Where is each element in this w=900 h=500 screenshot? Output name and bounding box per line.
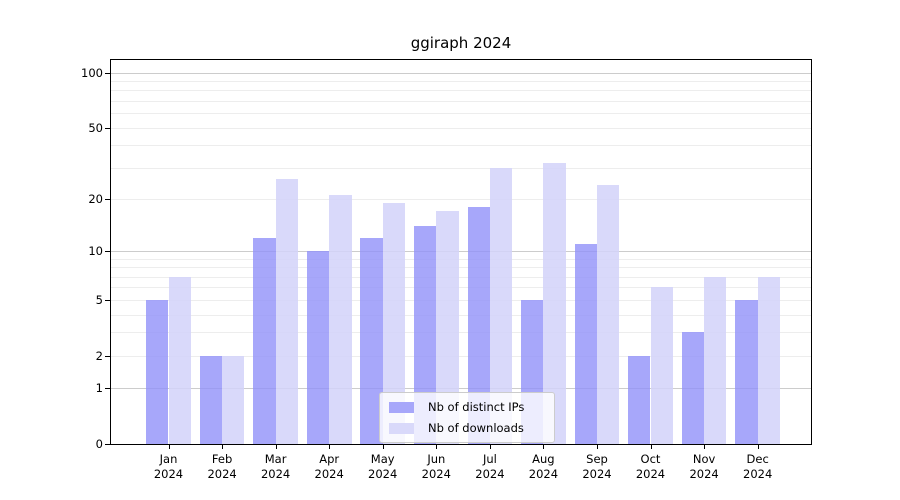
bar-distinct-ips [146,299,169,444]
gridline-major [111,72,811,74]
y-tick-mark [105,388,110,390]
x-tick-mark [597,444,598,449]
x-tick-label: Feb 2024 [207,452,237,481]
x-tick-mark [222,444,224,449]
bar-downloads [757,276,781,444]
y-tick-label: 1 [95,381,103,396]
y-tick-label: 20 [88,192,103,206]
y-tick-label: 100 [81,65,103,80]
x-tick-label: Oct 2024 [635,452,666,481]
gridline-major [111,388,811,390]
x-tick-mark [650,444,652,449]
x-tick-mark [329,444,331,449]
bar-distinct-ips [413,226,437,444]
legend-item-distinct-ips: Nb of distinct IPs [389,397,554,418]
bar-distinct-ips [467,207,490,444]
bar-downloads [704,276,727,444]
y-tick-label: 0 [95,437,103,451]
y-tick-mark [105,444,110,445]
x-tick-mark [275,444,277,449]
y-tick-label: 50 [88,120,103,135]
bar-downloads [222,355,245,444]
y-tick-label: 2 [95,348,103,363]
legend-swatch-downloads [389,422,414,434]
y-tick-mark [105,127,110,129]
y-tick-mark [105,355,110,357]
gridline-minor [111,145,811,147]
bar-distinct-ips [574,244,597,444]
legend-item-downloads: Nb of downloads [389,418,554,439]
y-tick-label: 10 [88,244,103,258]
x-tick-label: Apr 2024 [314,452,344,481]
bar-downloads [382,202,406,444]
gridline-minor [111,287,811,289]
y-tick-mark [105,199,110,200]
x-tick-label: Jul 2024 [475,452,505,481]
gridline-minor [111,332,811,334]
bar-downloads [597,185,620,444]
bar-downloads [168,276,191,444]
gridline-major [111,251,811,252]
bar-distinct-ips [199,355,223,444]
bar-downloads [543,162,566,444]
bar-distinct-ips [628,355,651,444]
bar-downloads [329,195,352,444]
x-tick-mark [436,444,438,449]
legend-label: Nb of downloads [428,421,524,435]
gridline-minor [111,258,811,260]
bar-distinct-ips [735,299,758,444]
y-tick-mark [105,251,110,252]
gridline-minor [111,113,811,115]
plot-area: ggiraph 2024 100 50 20 10 5 2 1 0 Jan 2024 Feb 2… [81,34,812,481]
gridline-minor [111,101,811,102]
bar-downloads [275,178,298,444]
x-tick-label: Aug 2024 [528,452,559,481]
legend: Nb of distinct IPs Nb of downloads [379,392,555,443]
gridline-minor [111,167,811,169]
gridline-minor [111,267,811,269]
bar-downloads [489,167,513,444]
gridline-minor [111,127,811,129]
x-tick-mark [757,444,759,449]
x-tick-label: Nov 2024 [689,452,719,481]
x-tick-label: May 2024 [368,452,398,481]
x-tick-label: Mar 2024 [260,452,291,481]
bar-distinct-ips [253,237,276,444]
y-tick-label: 5 [95,292,103,307]
x-tick-mark [489,444,491,449]
gridline-minor [111,199,811,200]
x-tick-label: Dec 2024 [743,452,773,481]
y-tick-mark [105,299,110,301]
x-tick-mark [543,444,545,449]
gridline-minor [111,276,811,278]
x-tick-label: Sep 2024 [582,452,612,481]
x-tick-mark [382,444,384,449]
bar-distinct-ips [360,237,383,444]
gridline-minor [111,81,811,82]
bar-distinct-ips [681,332,705,444]
bar-distinct-ips [306,251,330,444]
bar-downloads [650,287,673,444]
legend-label: Nb of distinct IPs [428,400,525,414]
gridline-minor [111,355,811,357]
bar-downloads [436,211,459,444]
y-tick-mark [105,72,110,74]
gridline-minor [111,299,811,301]
x-tick-label: Jan 2024 [153,452,184,481]
gridline-minor [111,90,811,92]
gridline-minor [111,314,811,316]
x-tick-mark [168,444,170,449]
x-tick-label: Jun 2024 [421,452,451,481]
legend-swatch-distinct-ips [389,401,414,413]
chart-title: ggiraph 2024 [410,34,512,52]
x-tick-mark [704,444,706,449]
